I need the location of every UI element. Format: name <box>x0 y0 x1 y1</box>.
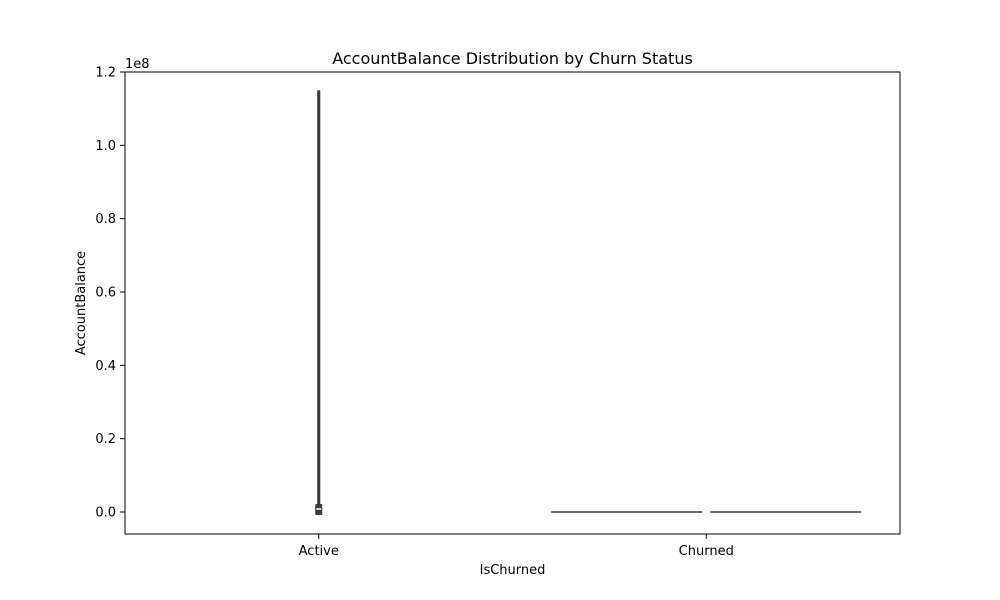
y-axis: 0.0 0.2 0.4 0.6 0.8 1.0 1.2 <box>95 66 125 521</box>
y-tick-label: 1.2 <box>95 66 116 81</box>
y-tick-label: 0.6 <box>95 286 116 301</box>
violin-active <box>315 90 323 515</box>
plot-frame <box>124 71 901 535</box>
y-tick-label: 0.4 <box>95 359 116 374</box>
x-axis-label: IsChurned <box>480 563 546 578</box>
y-offset-text: 1e8 <box>125 57 150 72</box>
y-tick-label: 0.8 <box>95 212 116 227</box>
y-tick-label: 0.2 <box>95 432 116 447</box>
plot-area <box>315 90 862 515</box>
x-tick-label: Churned <box>679 544 734 559</box>
y-tick-label: 0.0 <box>95 506 116 521</box>
violin-churned <box>551 510 862 514</box>
x-axis: Active Churned <box>299 534 734 559</box>
chart-title: AccountBalance Distribution by Churn Sta… <box>332 49 693 68</box>
y-tick-label: 1.0 <box>95 139 116 154</box>
x-tick-label: Active <box>299 544 339 559</box>
y-axis-label: AccountBalance <box>74 251 89 355</box>
violin-median <box>704 510 708 514</box>
